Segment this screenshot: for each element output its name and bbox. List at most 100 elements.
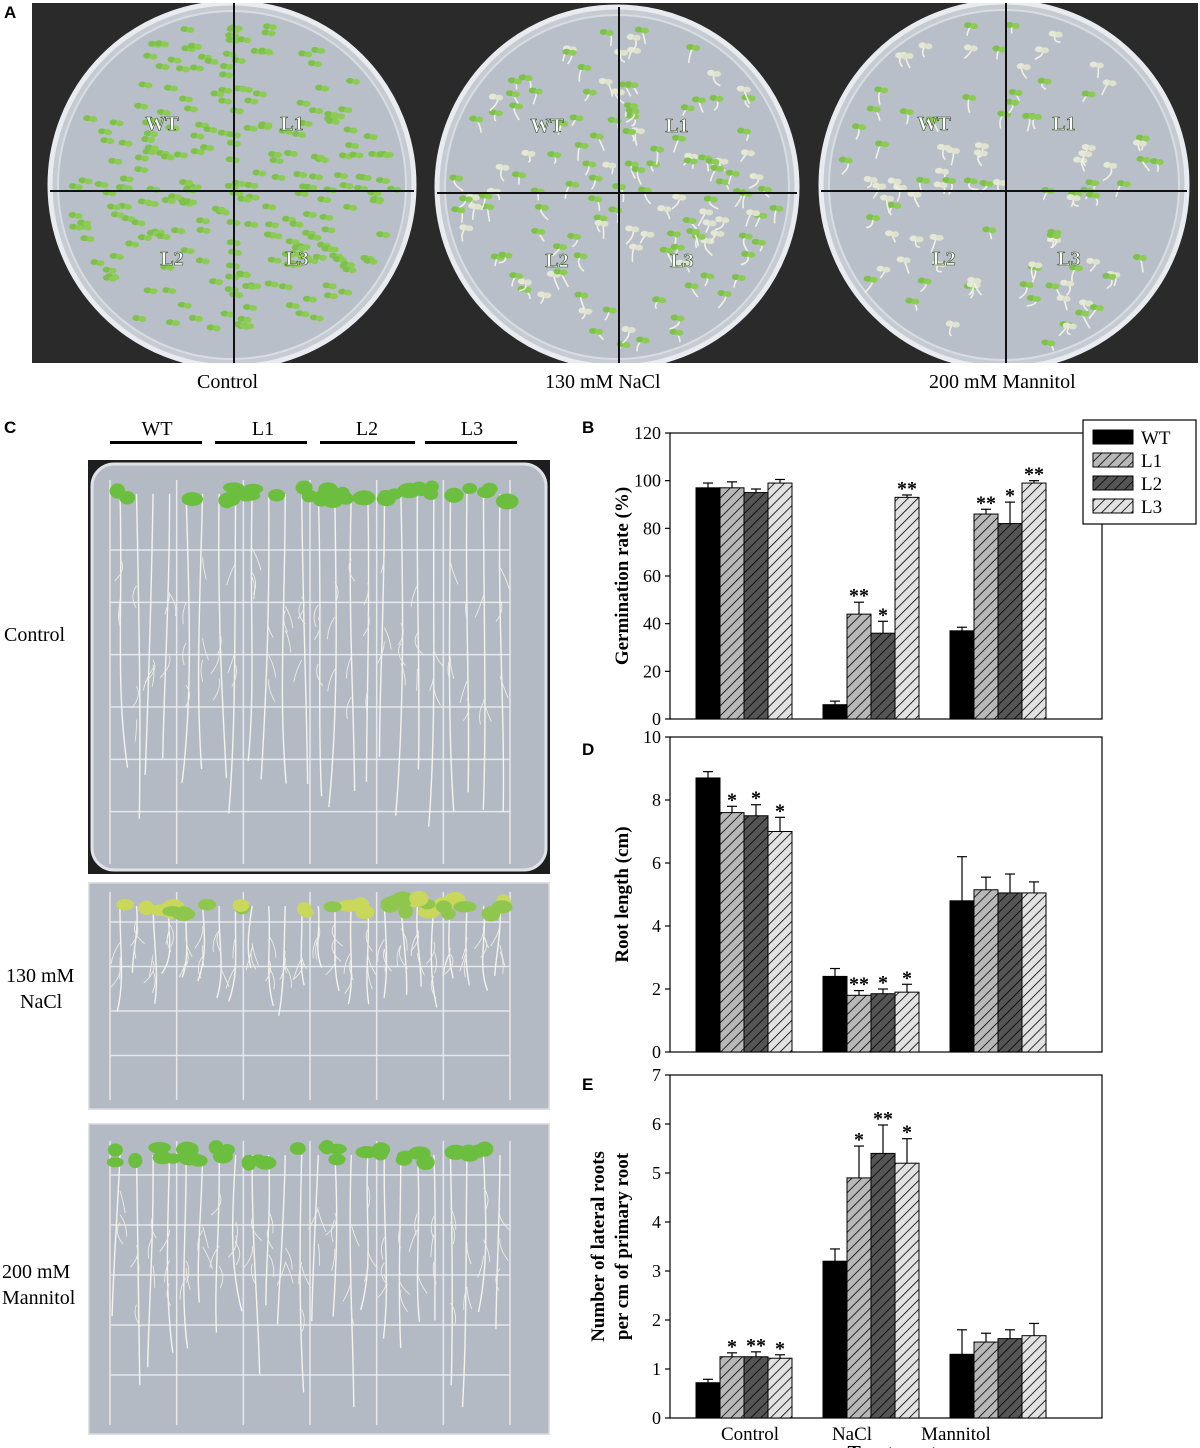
quadrant-label-l1: L1 xyxy=(1052,113,1075,135)
seedling-cotyledon xyxy=(323,292,332,299)
seedling-cotyledon xyxy=(349,151,358,158)
seedling-cotyledon xyxy=(737,127,746,134)
bar-l2 xyxy=(870,632,896,720)
bar-l3 xyxy=(767,831,793,1053)
lateral-root xyxy=(430,1216,435,1239)
lateral-root xyxy=(367,967,373,990)
seedling-cotyledon xyxy=(184,96,193,103)
seedling-cotyledon xyxy=(511,91,520,98)
seedling-cotyledon xyxy=(1048,30,1057,37)
lateral-root xyxy=(116,1222,124,1245)
bar-l1 xyxy=(973,1341,999,1419)
lateral-root xyxy=(408,1229,418,1252)
seedling-leaf xyxy=(335,486,350,501)
seedling-leaf xyxy=(181,492,204,507)
seedling-cotyledon xyxy=(150,145,159,152)
seedling-cotyledon xyxy=(195,121,204,128)
seedling-cotyledon xyxy=(709,196,718,203)
seedling-cotyledon xyxy=(233,321,242,328)
seedling-cotyledon xyxy=(560,120,569,127)
seedling-cotyledon xyxy=(631,108,640,115)
seedling-cotyledon xyxy=(890,231,899,238)
seedling-cotyledon xyxy=(588,174,597,181)
seedling-cotyledon xyxy=(874,86,883,93)
seedling-cotyledon xyxy=(675,329,684,336)
seedling-cotyledon xyxy=(317,47,326,54)
seedling-cotyledon xyxy=(672,193,681,200)
quadrant-label-l1: L1 xyxy=(665,115,688,137)
bar-l2 xyxy=(743,492,769,720)
seedling-cotyledon xyxy=(713,70,722,77)
seedling-cotyledon xyxy=(1108,273,1117,280)
lateral-root xyxy=(298,1262,303,1285)
seedling-cotyledon xyxy=(215,279,224,286)
lateral-root xyxy=(474,595,484,618)
root-plate-svg-control xyxy=(90,462,548,872)
lateral-root xyxy=(129,1245,139,1268)
seedling-cotyledon xyxy=(939,182,948,189)
seedling-cotyledon xyxy=(911,298,920,305)
seedling-cotyledon xyxy=(963,44,972,51)
seedling-cotyledon xyxy=(915,236,924,243)
seedling-cotyledon xyxy=(637,167,646,174)
seedling-cotyledon xyxy=(332,256,341,263)
significance-marker: * xyxy=(902,967,912,989)
lateral-root xyxy=(110,942,121,965)
seedling-cotyledon xyxy=(194,315,203,322)
seedling-cotyledon xyxy=(872,106,881,113)
seedling-cotyledon xyxy=(355,152,364,159)
y-tick-label: 60 xyxy=(643,566,661,586)
seedling-cotyledon xyxy=(188,314,197,321)
seedling-cotyledon xyxy=(973,149,982,156)
quadrant-label-l2: L2 xyxy=(545,250,568,272)
lateral-root xyxy=(185,934,193,958)
plates-photo-svg: WT L1 L2 L3 WT L1 L2 L3 WT L1 L2 L3 xyxy=(47,0,1190,371)
seedling-leaf xyxy=(178,1151,201,1166)
seedling-cotyledon xyxy=(131,219,140,226)
seedling-cotyledon xyxy=(340,173,349,180)
seedling-cotyledon xyxy=(699,208,708,215)
seedling-leaf xyxy=(218,492,235,509)
seedling-cotyledon xyxy=(243,304,252,311)
lateral-root xyxy=(152,1265,156,1288)
seedling-cotyledon xyxy=(752,210,761,217)
seedling-cotyledon xyxy=(1047,340,1056,347)
seedling-cotyledon xyxy=(964,22,973,29)
seedling-cotyledon xyxy=(740,149,749,156)
legend-swatch-l1 xyxy=(1092,452,1134,468)
lateral-root xyxy=(197,956,203,979)
seedling-cotyledon xyxy=(173,151,182,158)
seedling-cotyledon xyxy=(202,227,211,234)
seedling-cotyledon xyxy=(124,203,133,210)
seedling-cotyledon xyxy=(715,178,724,185)
seedling-cotyledon xyxy=(621,325,630,332)
seedling-cotyledon xyxy=(1069,264,1078,271)
lateral-root xyxy=(343,951,352,974)
seedling-cotyledon xyxy=(138,81,147,88)
seedling-cotyledon xyxy=(211,205,220,212)
seedling-leaf xyxy=(164,1153,182,1164)
seedling-cotyledon xyxy=(363,175,372,182)
plate-caption-nacl: 130 mM NaCl xyxy=(545,371,661,393)
seedling-cotyledon xyxy=(1028,261,1037,268)
seedling-cotyledon xyxy=(578,307,587,314)
seedling-cotyledon xyxy=(992,45,1001,52)
seedling-cotyledon xyxy=(321,245,330,252)
seedling-cotyledon xyxy=(905,109,914,116)
seedling-cotyledon xyxy=(690,153,699,160)
seedling-cotyledon xyxy=(509,102,518,109)
root-strand xyxy=(228,493,237,814)
seedling-cotyledon xyxy=(625,112,634,119)
seedling-cotyledon xyxy=(381,178,390,185)
seedling-cotyledon xyxy=(108,157,117,164)
root-strand xyxy=(119,493,129,768)
root-strand xyxy=(433,1154,436,1321)
seedling-cotyledon xyxy=(471,194,480,201)
seedling-cotyledon xyxy=(210,90,219,97)
seedling-cotyledon xyxy=(143,52,152,59)
seedling-leaf xyxy=(289,1142,306,1155)
seedling-cotyledon xyxy=(271,222,280,229)
lateral-root xyxy=(364,1259,369,1282)
lateral-root xyxy=(317,1209,327,1233)
seedling-cotyledon xyxy=(269,24,278,31)
